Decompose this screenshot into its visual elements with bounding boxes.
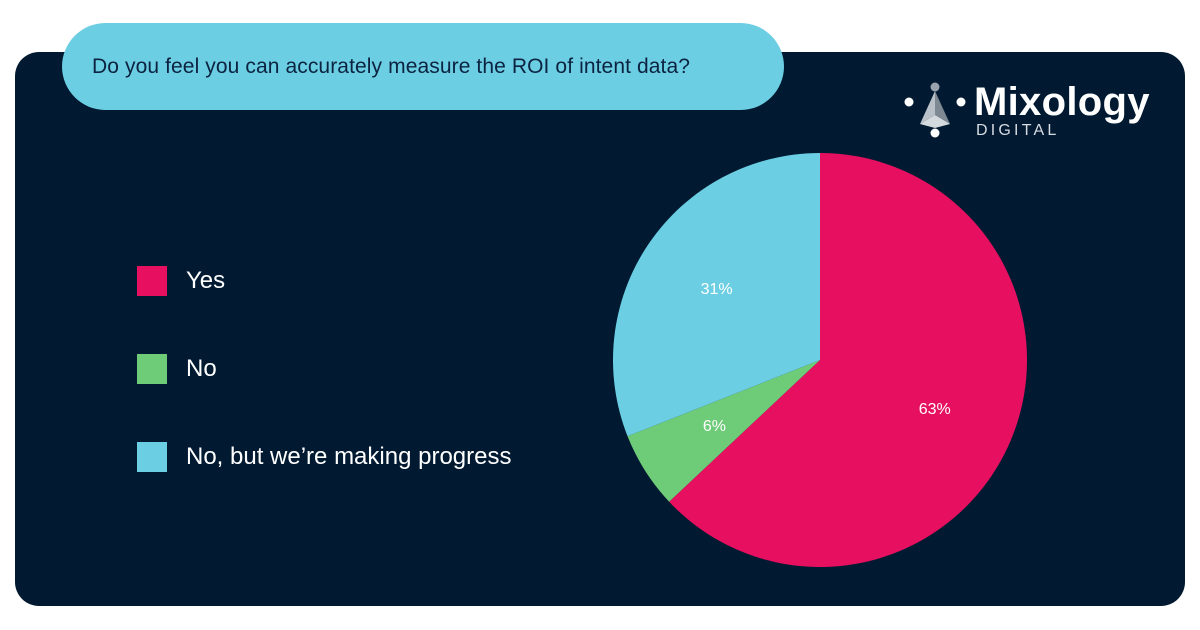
pie-slice-yes [669, 153, 1027, 567]
question-text: Do you feel you can accurately measure t… [92, 54, 691, 78]
question-banner: Do you feel you can accurately measure t… [62, 23, 784, 110]
legend-label-progress: No, but we’re making progress [186, 443, 512, 470]
legend-swatch-progress [137, 442, 167, 472]
legend-swatch-yes [137, 266, 167, 296]
legend-label-yes: Yes [186, 267, 226, 294]
pie-label-yes: 63% [919, 401, 951, 418]
legend-label-no: No [186, 355, 217, 382]
pie-chart: 63% 6% 31% [613, 153, 1027, 567]
pie-label-progress: 31% [701, 281, 733, 298]
brand-subtitle: DIGITAL [976, 122, 1060, 139]
pie-slice-progress [613, 153, 820, 437]
mixology-logo-icon [904, 82, 966, 138]
pie-label-no: 6% [703, 418, 726, 435]
legend-swatch-no [137, 354, 167, 384]
brand-name: Mixology [974, 80, 1150, 124]
brand-logo: Mixology DIGITAL [900, 80, 1149, 142]
pie-slice-no [627, 360, 820, 502]
